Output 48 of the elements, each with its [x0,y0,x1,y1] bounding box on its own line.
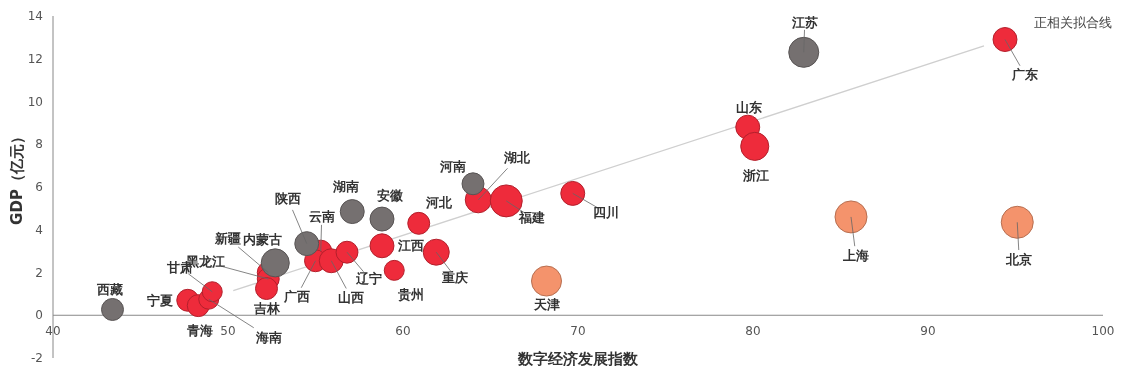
y-tick-label: 8 [35,137,43,152]
text: 正相关拟合线 [1034,14,1112,30]
annotation: 上海 [842,248,869,264]
annotation: 内蒙古 [242,232,282,248]
annotation: 河南 [439,159,466,175]
annotation: 新疆 [214,231,242,246]
x-tick-label: 80 [745,324,761,339]
annotation: 陕西 [274,191,301,207]
annotation: 宁夏 [146,292,173,308]
annotation: 湖南 [332,179,360,195]
annotation: 山东 [735,99,762,115]
x-tick-label: 70 [570,324,586,339]
annotation: 河北 [424,194,453,210]
y-tick-label: 12 [27,51,43,66]
y-tick-label: 0 [35,308,43,323]
y-tick-label: 14 [27,9,43,23]
annotation: 江西 [397,238,424,254]
annotation: 福建 [518,210,546,226]
x-tick-label: 100 [1091,324,1115,339]
annotation: 安徽 [377,187,404,203]
annotation: 江苏 [790,14,818,30]
annotation: 辽宁 [355,270,382,286]
x-tick-label: 60 [395,324,411,339]
annotation: 重庆 [441,269,469,285]
annotation: 贵州 [397,286,425,302]
x-tick-label: 50 [220,324,236,339]
y-tick-label: 10 [27,94,43,109]
y-tick-label: 2 [35,265,43,280]
y-tick-label: -2 [31,351,43,365]
x-axis-title: 数字经济发展指数 [517,350,639,368]
annotation: 浙江 [741,167,769,183]
annotation: 湖北 [503,150,532,166]
annotation: 广东 [1011,67,1038,83]
annotation: 西藏 [95,281,123,297]
y-tick-label: 4 [35,222,43,237]
annotation: 青海 [186,323,214,339]
annotation: 吉林 [252,301,281,317]
annotation: 四川 [592,204,619,220]
x-tick-label: 40 [45,324,61,339]
annotation: 北京 [1005,251,1033,267]
annotation: 海南 [254,329,282,345]
annotation: 山西 [338,290,365,306]
annotation: 天津 [532,296,560,312]
annotation: 广西 [282,289,310,305]
y-tick-label: 6 [35,180,43,194]
x-tick-label: 90 [920,324,936,339]
annotation: 云南 [308,208,335,224]
y-axis-title: GDP（亿元） [8,129,26,225]
